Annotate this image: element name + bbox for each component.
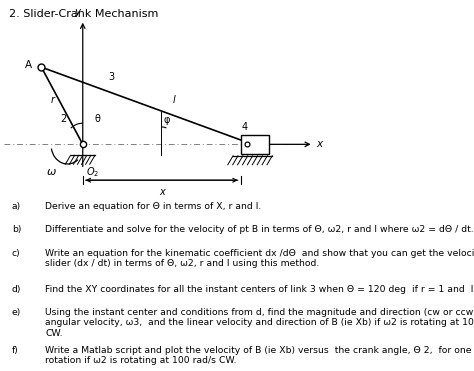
Text: Write an equation for the kinematic coefficient dx /dΘ  and show that you can ge: Write an equation for the kinematic coef… [45,249,474,268]
Text: Derive an equation for Θ in terms of X, r and l.: Derive an equation for Θ in terms of X, … [45,202,261,211]
Bar [241,135,269,154]
Text: Using the instant center and conditions from d, find the magnitude and direction: Using the instant center and conditions … [45,308,474,338]
Text: ω: ω [47,167,56,177]
Text: B: B [257,138,264,148]
Text: Differentiate and solve for the velocity of pt B in terms of Θ, ω2, r and l wher: Differentiate and solve for the velocity… [45,225,474,234]
Text: $O_2$: $O_2$ [86,165,100,179]
Text: x: x [159,187,164,197]
Text: a): a) [12,202,21,211]
Text: b): b) [12,225,21,234]
Text: r: r [50,95,54,105]
Text: c): c) [12,249,20,257]
Text: 3: 3 [108,72,114,82]
Text: l: l [173,95,175,105]
Text: f): f) [12,346,18,355]
Text: Write a Matlab script and plot the velocity of B (ie Xb) versus  the crank angle: Write a Matlab script and plot the veloc… [45,346,474,365]
Text: y: y [74,7,81,17]
Text: e): e) [12,308,21,317]
Text: 4: 4 [242,122,247,132]
Text: A: A [25,60,32,70]
Text: 2: 2 [60,114,66,124]
Text: d): d) [12,285,21,294]
Text: Find the XY coordinates for all the instant centers of link 3 when Θ = 120 deg  : Find the XY coordinates for all the inst… [45,285,474,294]
Text: 2. Slider-Crank Mechanism: 2. Slider-Crank Mechanism [9,9,159,19]
Text: θ: θ [95,114,101,124]
Text: x: x [316,139,322,150]
Text: φ: φ [164,115,170,125]
